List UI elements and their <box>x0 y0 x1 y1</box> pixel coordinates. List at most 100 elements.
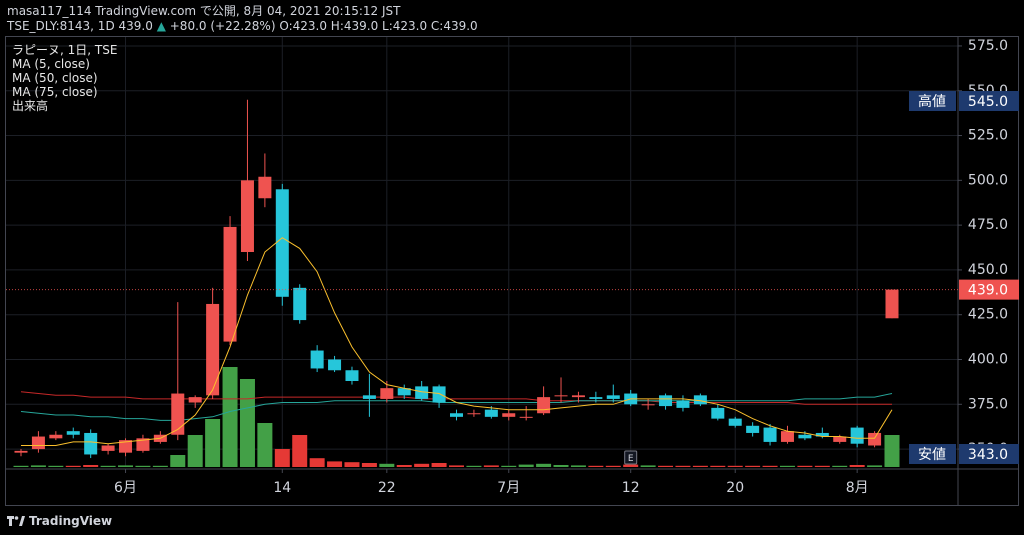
legend-volume[interactable]: 出来高 <box>12 99 49 113</box>
volume-bar <box>414 463 430 467</box>
time-tick-label: 12 <box>622 480 640 496</box>
candle-body <box>833 436 847 442</box>
legend-title[interactable]: ラピーヌ, 1日, TSE <box>12 43 118 57</box>
volume-bar <box>727 465 743 467</box>
volume-bar <box>274 449 290 467</box>
candle-body <box>432 386 446 403</box>
volume-bar <box>13 465 29 467</box>
legend-ma75[interactable]: MA (75, close) <box>12 85 98 99</box>
tradingview-logo[interactable]: TradingView <box>7 510 112 532</box>
event-marker-box <box>624 450 638 465</box>
volume-bar <box>553 465 569 467</box>
volume-bar <box>187 435 203 467</box>
volume-bar <box>570 465 586 467</box>
low-value-bg <box>959 444 1019 464</box>
volume-bar <box>483 465 499 467</box>
volume-bar <box>65 465 81 467</box>
candle-body <box>502 413 516 417</box>
candle-body <box>780 431 794 442</box>
volume-bar <box>745 465 761 467</box>
volume-bar <box>675 465 691 467</box>
price-tick-label: 375.0 <box>968 396 1008 412</box>
volume-bar <box>222 367 238 467</box>
volume-bar <box>884 435 900 467</box>
volume-bar <box>344 462 360 467</box>
chart-legend: ラピーヌ, 1日, TSE MA (5, close) MA (50, clos… <box>12 43 117 113</box>
candle-body <box>310 350 324 369</box>
candle-body <box>31 436 45 450</box>
volume-bar <box>396 465 412 467</box>
candle-body <box>746 425 760 433</box>
volume-bar <box>48 465 64 467</box>
volume-bar <box>849 465 865 467</box>
volume-bar <box>536 463 552 467</box>
ohlc-values: O:423.0 H:439.0 L:423.0 C:439.0 <box>279 19 478 33</box>
volume-bar <box>309 458 325 467</box>
candle-body <box>415 386 429 399</box>
candle-body <box>119 440 133 453</box>
candle-body <box>711 407 725 419</box>
volume-bar <box>867 465 883 467</box>
candle-body <box>66 431 80 435</box>
candle-body <box>397 388 411 396</box>
volume-bar <box>135 465 151 467</box>
price-tick-label: 525.0 <box>968 128 1008 144</box>
volume-bar <box>431 463 447 467</box>
volume-bar <box>692 465 708 467</box>
volume-bar <box>466 465 482 467</box>
legend-ma50[interactable]: MA (50, close) <box>12 71 98 85</box>
volume-bar <box>658 465 674 467</box>
volume-bar <box>257 423 273 467</box>
volume-bar <box>797 465 813 467</box>
candle-body <box>589 397 603 399</box>
volume-bar <box>832 465 848 467</box>
volume-bar <box>205 419 221 467</box>
volume-bar <box>518 464 534 467</box>
candle-body <box>850 427 864 444</box>
candle-body <box>293 287 307 321</box>
price-tick-label: 400.0 <box>968 352 1008 368</box>
high-value-bg <box>959 91 1019 111</box>
candle-body <box>815 432 829 437</box>
volume-bar <box>814 465 830 467</box>
volume-bar <box>779 465 795 467</box>
price-tick-label: 475.0 <box>968 217 1008 233</box>
legend-ma5[interactable]: MA (5, close) <box>12 57 90 71</box>
publish-info: masa117_114 TradingView.com で公開, 8月 04, … <box>7 4 401 18</box>
price-change: +80.0 (+22.28%) <box>169 19 276 33</box>
candle-body <box>275 189 289 297</box>
grid <box>6 37 958 467</box>
price-tick-label: 425.0 <box>968 307 1008 323</box>
time-tick-label: 6月 <box>114 480 137 496</box>
ma5-line <box>21 237 893 446</box>
volume-bar <box>239 379 255 467</box>
volume-bar <box>710 465 726 467</box>
candle-body <box>136 438 150 451</box>
price-tick-label: 500.0 <box>968 172 1008 188</box>
candle-body <box>101 445 115 451</box>
volume-bar <box>118 465 134 467</box>
volume-bar <box>449 465 464 467</box>
price-tick-label: 575.0 <box>968 38 1008 54</box>
candle-body <box>676 400 690 408</box>
candle-body <box>571 395 585 398</box>
volume-bar <box>379 463 395 467</box>
candle-body <box>328 359 342 371</box>
volume-bar <box>623 464 639 467</box>
event-marker: E <box>628 454 634 464</box>
candle-body <box>606 395 620 399</box>
volume-bar <box>361 463 377 467</box>
tradingview-brand: TradingView <box>29 514 113 528</box>
volume-bar <box>170 455 186 467</box>
candle-body <box>171 393 185 435</box>
candle-body <box>554 395 568 397</box>
candle-body <box>467 413 481 415</box>
volume-bar <box>152 465 168 467</box>
low-value: 343.0 <box>968 447 1008 463</box>
volume-bar <box>640 465 656 467</box>
candle-body <box>519 416 533 418</box>
candle-body <box>240 180 254 252</box>
candle-body <box>728 418 742 426</box>
candle-body <box>84 432 98 455</box>
